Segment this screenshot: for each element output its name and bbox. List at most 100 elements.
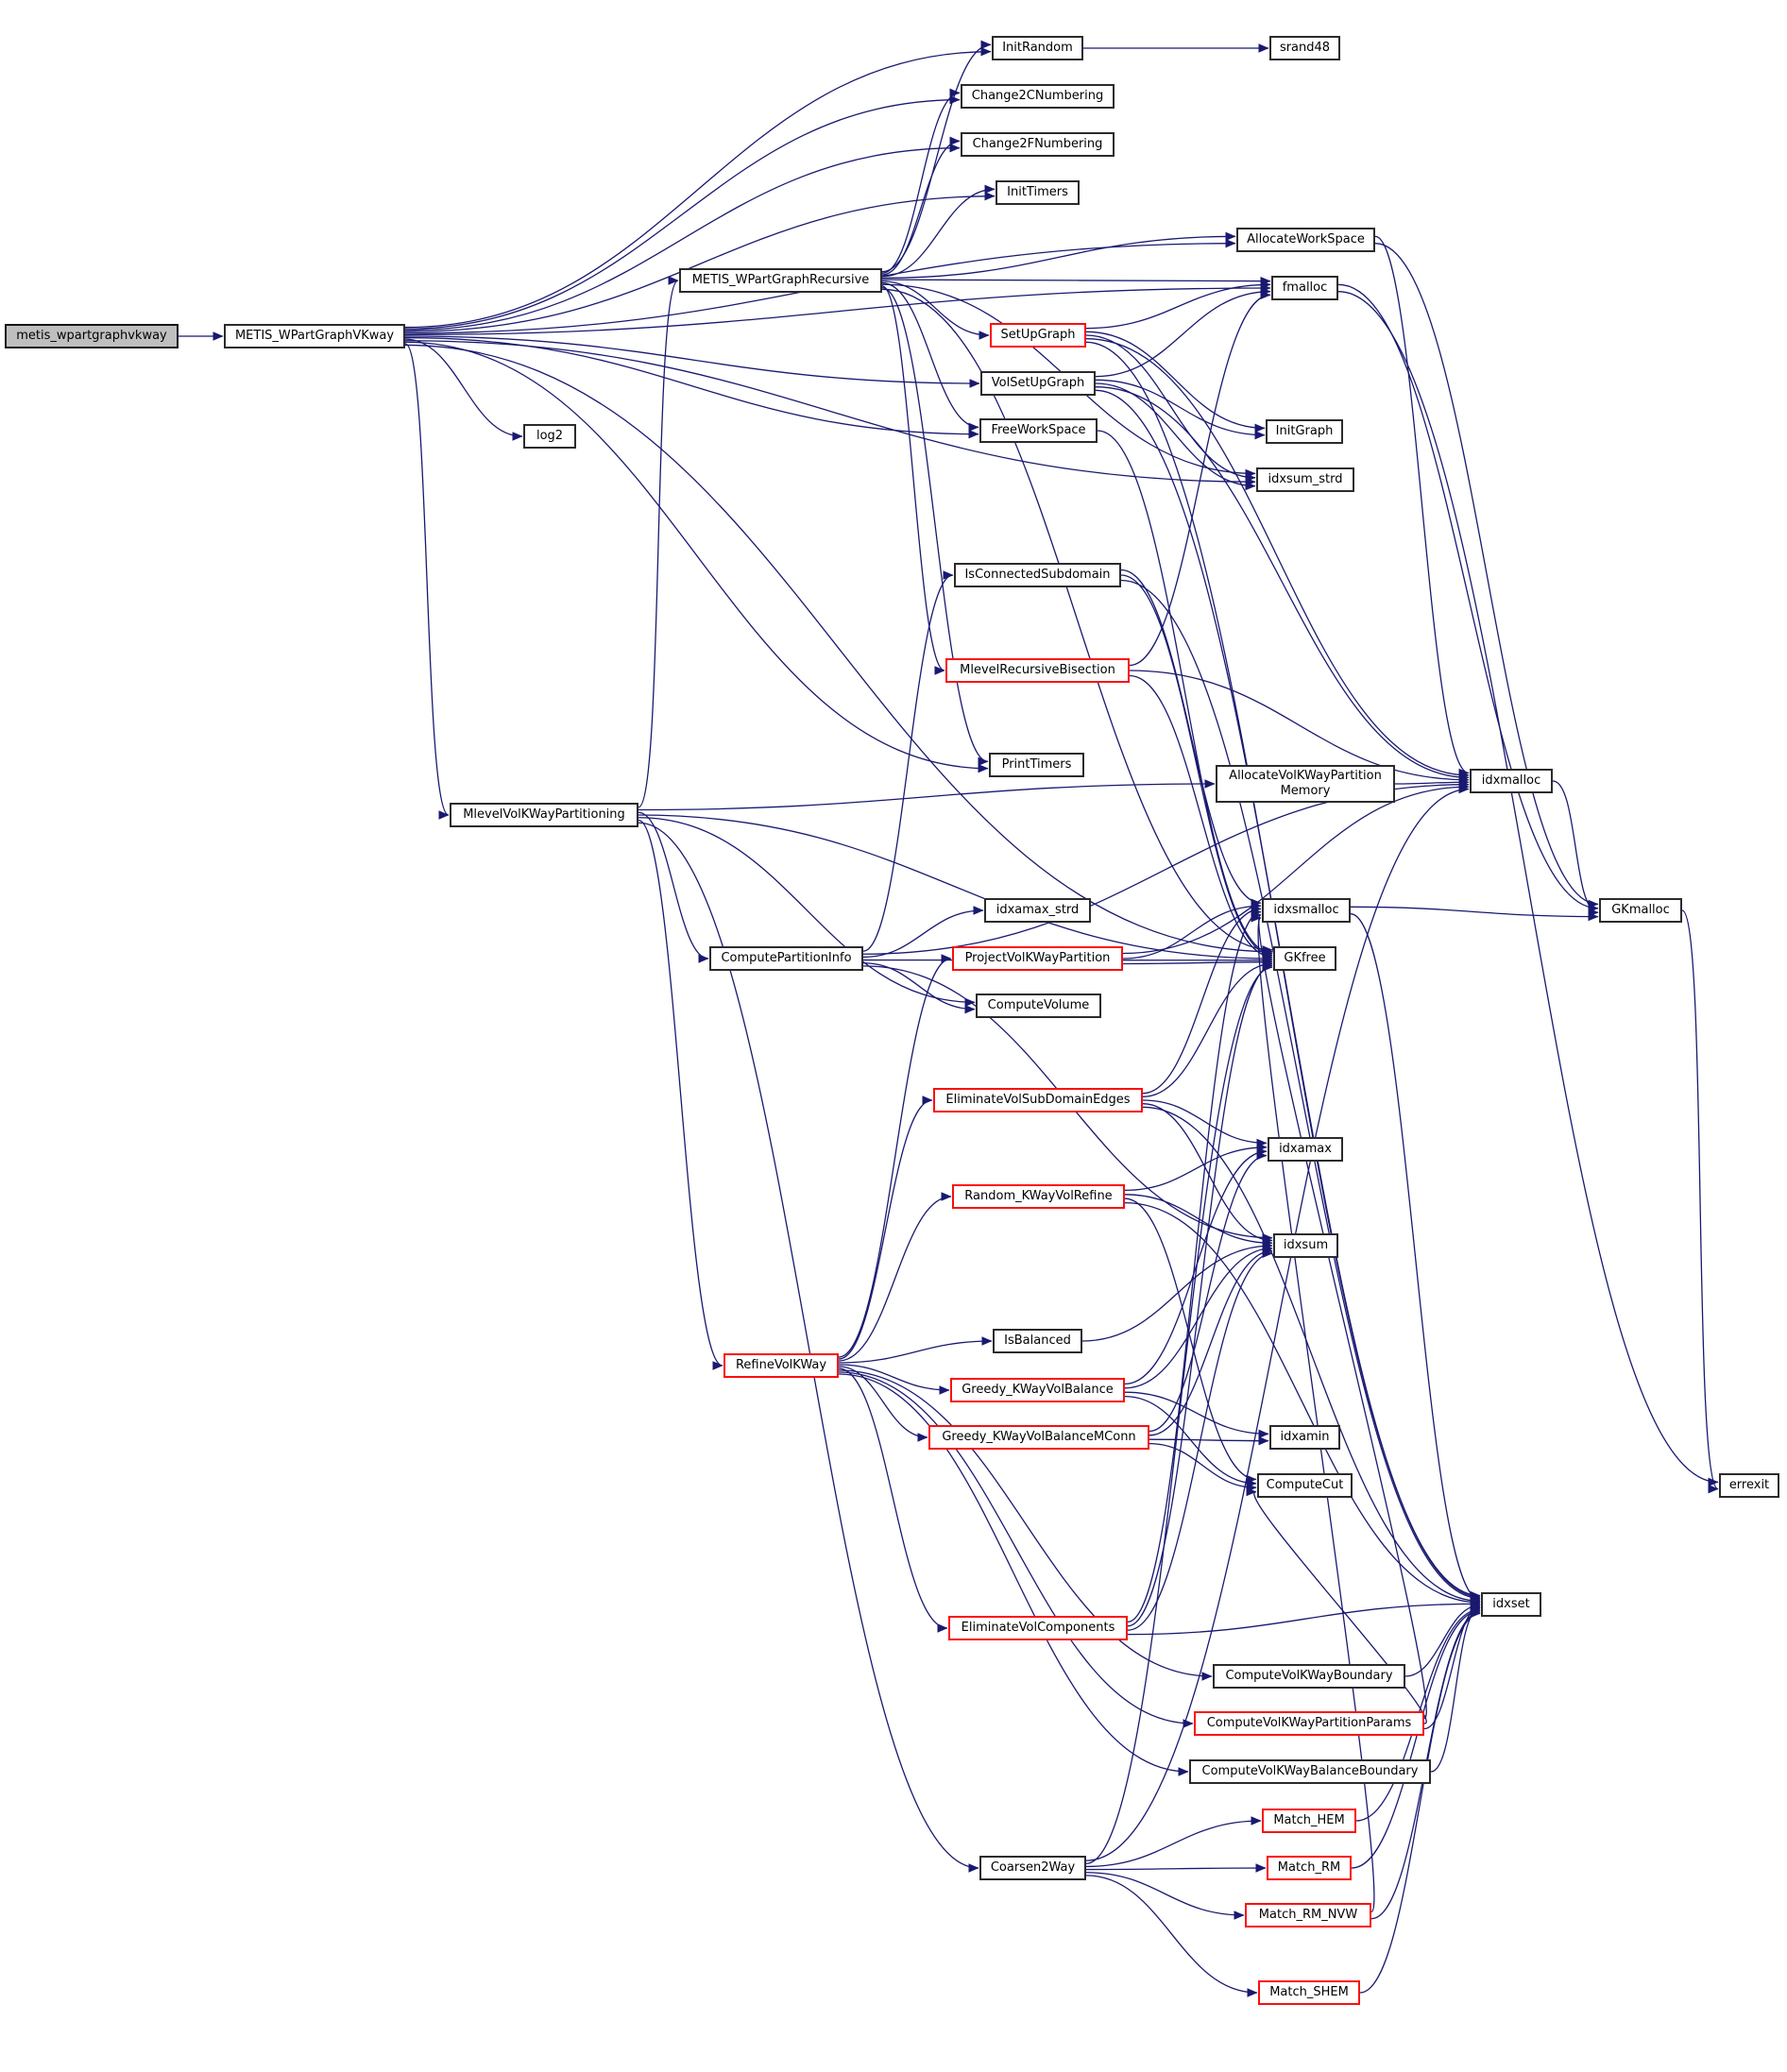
node-Match_HEM[interactable]: Match_HEM [1262,1809,1356,1833]
node-EliminateVolSubDomainEdges[interactable]: EliminateVolSubDomainEdges [933,1088,1143,1112]
edge-SetUpGraph-InitGraph [1085,331,1266,433]
edge-RefineVolKWay-ComputeVolKWayBoundary [838,1369,1213,1681]
edge-METIS_WPartGraphRecursive-FreeWorkSpace [881,281,979,432]
node-idxmalloc[interactable]: idxmalloc [1470,769,1553,793]
node-Coarsen2Way[interactable]: Coarsen2Way [979,1856,1086,1880]
edge-AllocateVolKWayPartitionMemory-idxmalloc [1394,777,1470,787]
edge-idxsmalloc-GKmalloc [1350,906,1599,922]
edge-METIS_WPartGraphVKway-PrintTimers [404,341,989,773]
edge-IsConnectedSubdomain-idxsmalloc [1120,569,1262,908]
node-METIS_WPartGraphVKway[interactable]: METIS_WPartGraphVKway [224,324,405,348]
node-Random_KWayVolRefine[interactable]: Random_KWayVolRefine [952,1184,1125,1209]
edge-Coarsen2Way-Match_RM [1085,1863,1267,1873]
edge-AllocateWorkSpace-idxmalloc [1374,235,1470,778]
node-GKmalloc[interactable]: GKmalloc [1599,898,1682,923]
edge-EliminateVolSubDomainEdges-idxset [1142,1106,1481,1605]
node-ComputeVolKWayPartitionParams[interactable]: ComputeVolKWayPartitionParams [1194,1711,1424,1736]
node-Change2FNumbering[interactable]: Change2FNumbering [961,132,1115,157]
edge-SetUpGraph-fmalloc [1085,280,1271,330]
edge-METIS_WPartGraphVKway-FreeWorkSpace [404,336,979,439]
node-Match_SHEM[interactable]: Match_SHEM [1258,1980,1360,2005]
edge-Coarsen2Way-Match_RM_NVW [1085,1872,1245,1920]
node-idxsum_strd[interactable]: idxsum_strd [1256,467,1354,492]
node-ProjectVolKWayPartition[interactable]: ProjectVolKWayPartition [952,946,1123,971]
node-AllocateWorkSpace[interactable]: AllocateWorkSpace [1236,228,1375,252]
edge-METIS_WPartGraphVKway-Change2CNumbering [404,94,961,330]
node-EliminateVolComponents[interactable]: EliminateVolComponents [948,1616,1128,1640]
edge-ProjectVolKWayPartition-GKfree [1122,957,1273,967]
node-errexit[interactable]: errexit [1719,1473,1779,1498]
edge-Random_KWayVolRefine-ComputeCut [1124,1197,1257,1485]
node-idxset[interactable]: idxset [1481,1592,1541,1617]
edge-EliminateVolComponents-idxsmalloc [1127,908,1262,1623]
edge-VolSetUpGraph-idxset [1095,389,1481,1602]
edge-fmalloc-GKmalloc [1337,283,1599,913]
node-idxsmalloc[interactable]: idxsmalloc [1262,898,1351,923]
edge-ComputeVolKWayBalanceBoundary-idxset [1430,1604,1481,1773]
node-PrintTimers[interactable]: PrintTimers [989,753,1084,777]
edge-ComputePartitionInfo-idxmalloc [862,779,1470,955]
edge-Coarsen2Way-GKfree [1085,962,1273,1864]
node-Match_RM_NVW[interactable]: Match_RM_NVW [1245,1903,1371,1928]
node-Greedy_KWayVolBalanceMConn[interactable]: Greedy_KWayVolBalanceMConn [928,1425,1149,1450]
node-idxamin[interactable]: idxamin [1269,1425,1340,1450]
node-RefineVolKWay[interactable]: RefineVolKWay [723,1353,839,1378]
edge-Random_KWayVolRefine-idxsum [1124,1194,1273,1248]
node-idxamax_strd[interactable]: idxamax_strd [984,898,1091,923]
edge-METIS_WPartGraphRecursive-MlevelRecursiveBisection [881,285,945,675]
edge-Random_KWayVolRefine-idxset [1124,1201,1481,1607]
node-Match_RM[interactable]: Match_RM [1267,1856,1352,1880]
node-METIS_WPartGraphRecursive[interactable]: METIS_WPartGraphRecursive [679,268,882,293]
edge-MlevelRecursiveBisection-fmalloc [1129,290,1271,667]
edge-IsBalanced-idxsum [1081,1241,1273,1342]
edge-RefineVolKWay-Greedy_KWayVolBalance [838,1364,950,1395]
node-FreeWorkSpace[interactable]: FreeWorkSpace [979,418,1098,443]
edge-SetUpGraph-idxmalloc [1085,338,1470,780]
edge-Coarsen2Way-Match_SHEM [1085,1875,1258,1997]
edge-RefineVolKWay-IsBalanced [838,1336,993,1364]
node-InitTimers[interactable]: InitTimers [996,180,1080,205]
node-MlevelVolKWayPartitioning[interactable]: MlevelVolKWayPartitioning [450,803,638,827]
node-idxamax[interactable]: idxamax [1268,1137,1343,1162]
node-GKfree[interactable]: GKfree [1273,946,1336,971]
node-IsBalanced[interactable]: IsBalanced [993,1329,1082,1353]
node-fmalloc[interactable]: fmalloc [1271,276,1338,300]
edge-idxsmalloc-idxset [1350,913,1481,1605]
node-VolSetUpGraph[interactable]: VolSetUpGraph [980,371,1096,396]
edge-MlevelVolKWayPartitioning-METIS_WPartGraphRecursive [638,276,679,808]
node-IsConnectedSubdomain[interactable]: IsConnectedSubdomain [954,563,1121,587]
node-ComputeVolKWayBoundary[interactable]: ComputeVolKWayBoundary [1213,1664,1405,1689]
node-InitRandom[interactable]: InitRandom [992,36,1083,60]
node-SetUpGraph[interactable]: SetUpGraph [990,323,1086,348]
edge-METIS_WPartGraphVKway-fmalloc [404,283,1271,336]
node-InitGraph[interactable]: InitGraph [1266,419,1343,444]
edge-Greedy_KWayVolBalance-idxamax [1124,1146,1268,1385]
node-metis_wpartgraphvkway: metis_wpartgraphvkway [5,324,179,348]
node-ComputeVolume[interactable]: ComputeVolume [976,994,1101,1018]
edge-VolSetUpGraph-InitGraph [1095,379,1266,440]
edge-Greedy_KWayVolBalanceMConn-idxamin [1149,1435,1269,1446]
edge-GKmalloc-errexit [1681,909,1719,1494]
node-AllocateVolKWayPartitionMemory[interactable]: AllocateVolKWayPartition Memory [1216,765,1395,803]
node-ComputeCut[interactable]: ComputeCut [1257,1473,1353,1498]
node-Change2CNumbering[interactable]: Change2CNumbering [961,84,1115,109]
node-ComputeVolKWayBalanceBoundary[interactable]: ComputeVolKWayBalanceBoundary [1189,1759,1431,1784]
node-srand48[interactable]: srand48 [1269,36,1340,60]
edge-MlevelVolKWayPartitioning-ComputePartitionInfo [638,811,709,963]
edge-METIS_WPartGraphRecursive-Change2CNumbering [881,88,961,275]
edge-Greedy_KWayVolBalanceMConn-idxsum [1149,1246,1273,1436]
node-Greedy_KWayVolBalance[interactable]: Greedy_KWayVolBalance [950,1378,1125,1402]
edge-EliminateVolComponents-idxset [1127,1599,1481,1636]
edge-METIS_WPartGraphRecursive-PrintTimers [881,286,989,766]
node-log2[interactable]: log2 [523,424,576,449]
edge-RefineVolKWay-Random_KWayVolRefine [838,1192,952,1362]
edge-ComputeVolKWayPartitionParams-ComputeCut [1246,1487,1427,1724]
edge-METIS_WPartGraphVKway-InitRandom [404,46,992,329]
node-ComputePartitionInfo[interactable]: ComputePartitionInfo [709,946,863,971]
edge-RefineVolKWay-EliminateVolComponents [838,1367,948,1633]
edge-METIS_WPartGraphVKway-log2 [404,338,523,441]
node-MlevelRecursiveBisection[interactable]: MlevelRecursiveBisection [945,658,1130,683]
edge-Random_KWayVolRefine-idxamax [1124,1143,1268,1192]
node-idxsum[interactable]: idxsum [1273,1233,1338,1258]
edge-METIS_WPartGraphRecursive-AllocateWorkSpace [881,231,1236,280]
